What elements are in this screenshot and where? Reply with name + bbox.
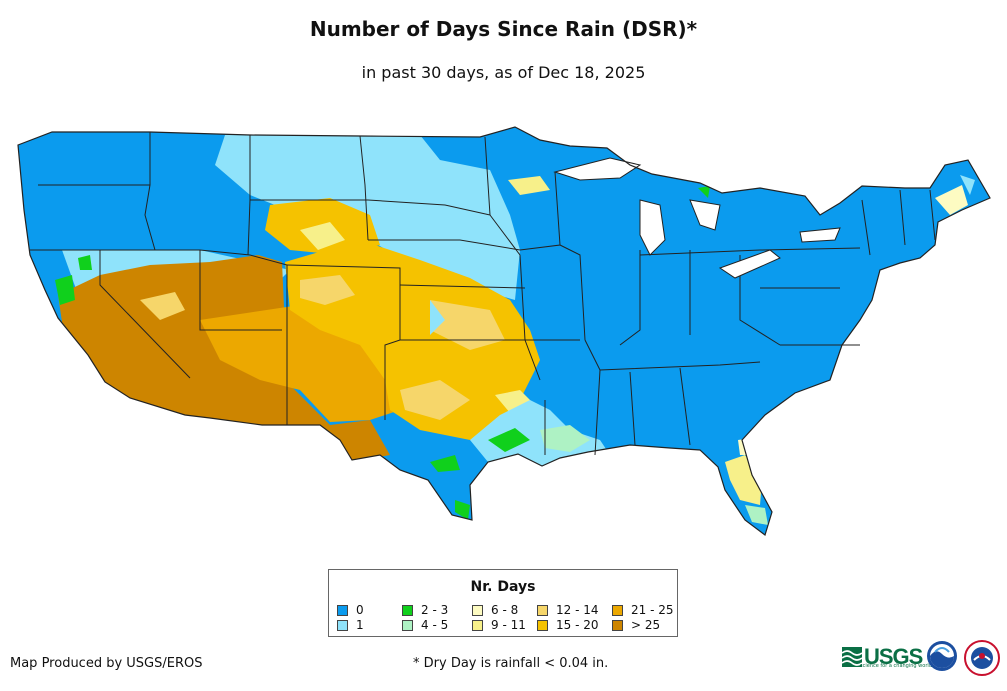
legend-swatch bbox=[537, 620, 548, 631]
legend-label: 21 - 25 bbox=[631, 603, 674, 617]
legend-item: 0 bbox=[337, 604, 364, 617]
legend-label: 9 - 11 bbox=[491, 618, 526, 632]
legend-swatch bbox=[402, 605, 413, 616]
usgs-text: USGS bbox=[864, 644, 923, 669]
legend-label: 0 bbox=[356, 603, 364, 617]
dsr-map bbox=[17, 126, 991, 536]
legend-item: > 25 bbox=[612, 619, 660, 632]
legend-item: 4 - 5 bbox=[402, 619, 448, 632]
footnote: * Dry Day is rainfall < 0.04 in. bbox=[413, 656, 609, 671]
usgs-logo: USGS bbox=[842, 643, 923, 671]
legend-swatch bbox=[612, 605, 623, 616]
legend-swatch bbox=[337, 620, 348, 631]
legend-label: 12 - 14 bbox=[556, 603, 599, 617]
map-title: Number of Days Since Rain (DSR)* bbox=[309, 17, 698, 41]
legend-title: Nr. Days bbox=[470, 579, 536, 595]
precip-field bbox=[18, 127, 990, 535]
legend-swatch bbox=[612, 620, 623, 631]
map-subtitle: in past 30 days, as of Dec 18, 2025 bbox=[361, 63, 646, 82]
legend-swatch bbox=[337, 605, 348, 616]
noaa-logo-icon bbox=[927, 641, 957, 671]
usgs-wave-icon bbox=[842, 647, 862, 667]
legend-swatch bbox=[472, 605, 483, 616]
legend-item: 12 - 14 bbox=[537, 604, 599, 617]
legend-label: 15 - 20 bbox=[556, 618, 599, 632]
legend-item: 21 - 25 bbox=[612, 604, 674, 617]
legend-item: 9 - 11 bbox=[472, 619, 526, 632]
great-lakes bbox=[553, 157, 841, 279]
map-credit: Map Produced by USGS/EROS bbox=[10, 656, 203, 671]
state-borders bbox=[30, 132, 936, 456]
agency-logos: USGS science for a changing world bbox=[842, 639, 1002, 679]
legend-item: 1 bbox=[337, 619, 364, 632]
legend-label: 1 bbox=[356, 618, 364, 632]
legend-item: 2 - 3 bbox=[402, 604, 448, 617]
legend-swatch bbox=[472, 620, 483, 631]
legend-swatch bbox=[537, 605, 548, 616]
nws-logo-icon bbox=[964, 640, 1000, 676]
legend-label: 2 - 3 bbox=[421, 603, 449, 617]
usgs-tagline: science for a changing world bbox=[860, 663, 932, 669]
legend-label: > 25 bbox=[631, 618, 661, 632]
legend-item: 15 - 20 bbox=[537, 619, 599, 632]
legend-item: 6 - 8 bbox=[472, 604, 518, 617]
legend-label: 4 - 5 bbox=[421, 618, 449, 632]
legend-label: 6 - 8 bbox=[491, 603, 519, 617]
legend-swatch bbox=[402, 620, 413, 631]
